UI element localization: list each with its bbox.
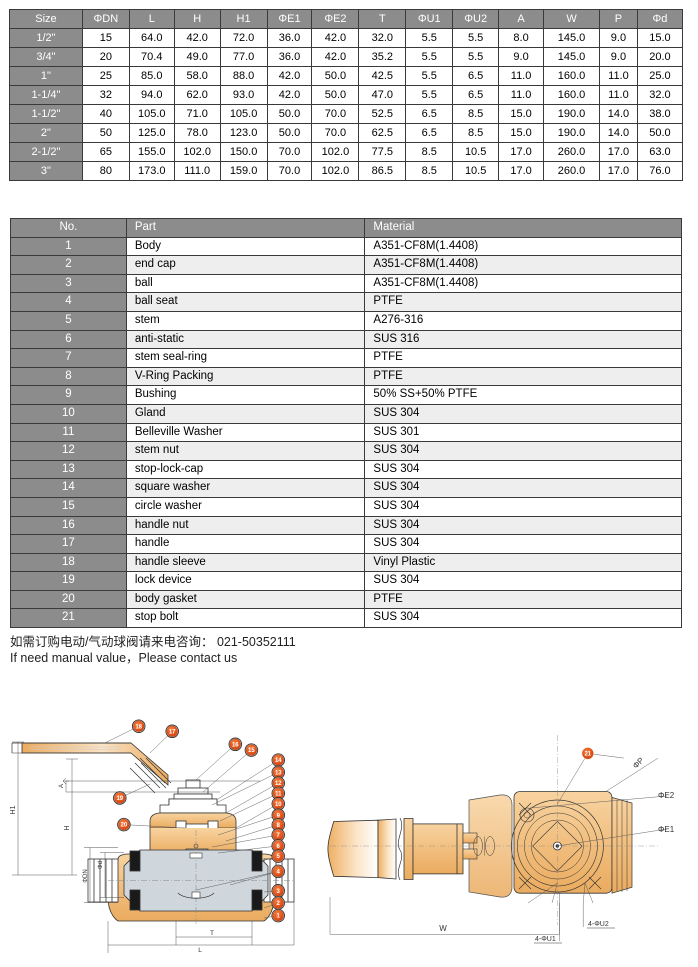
svg-text:16: 16 [232, 742, 239, 748]
svg-text:H: H [64, 825, 71, 830]
svg-text:11: 11 [275, 792, 282, 798]
svg-text:W: W [439, 924, 447, 933]
svg-text:18: 18 [135, 724, 142, 730]
svg-text:17: 17 [169, 729, 176, 735]
svg-text:20: 20 [121, 823, 128, 829]
svg-text:13: 13 [275, 770, 282, 776]
svg-text:ΦE1: ΦE1 [658, 825, 675, 834]
svg-text:ΦE2: ΦE2 [658, 791, 675, 800]
svg-text:ΦP: ΦP [631, 756, 646, 771]
svg-text:ΦDN: ΦDN [83, 869, 89, 882]
svg-text:H1: H1 [10, 805, 17, 814]
svg-text:14: 14 [275, 758, 282, 764]
svg-text:L: L [198, 947, 202, 954]
svg-text:4-ΦU2: 4-ΦU2 [588, 921, 609, 928]
svg-text:15: 15 [248, 748, 255, 754]
svg-text:21: 21 [584, 752, 591, 758]
svg-text:T: T [210, 930, 214, 937]
svg-text:4-ΦU1: 4-ΦU1 [535, 936, 556, 943]
svg-text:19: 19 [116, 796, 123, 802]
svg-text:A: A [59, 784, 65, 788]
svg-text:10: 10 [275, 802, 282, 808]
svg-text:Φd: Φd [98, 861, 104, 869]
svg-text:12: 12 [275, 781, 282, 787]
